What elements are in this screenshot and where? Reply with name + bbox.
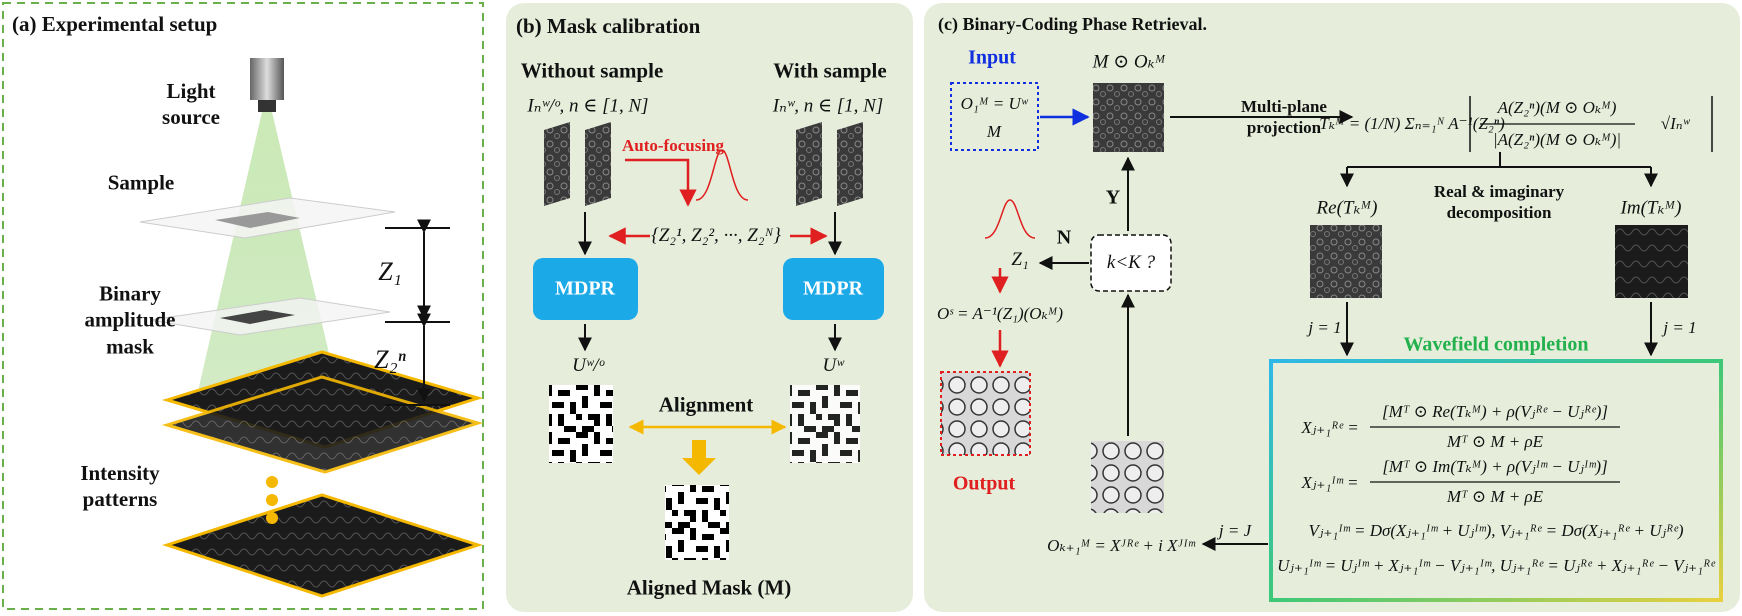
formula: Vⱼ₊₁ᴵᵐ = Dσ(Xⱼ₊₁ᴵᵐ + Uⱼᴵᵐ), Vⱼ₊₁ᴿᵉ = Dσ(…	[1308, 521, 1684, 540]
formula: Mᵀ ⊙ M + ρE	[1446, 487, 1544, 506]
stack-image	[837, 122, 863, 206]
mask-image	[549, 385, 613, 463]
wavefield-box	[1269, 359, 1723, 602]
focus-curve	[695, 149, 749, 201]
formula: A(Z₂ⁿ)(M ⊙ Oₖᴹ)	[1497, 98, 1617, 117]
label: Iₙʷ, n ∈ [1, N]	[772, 95, 884, 117]
label: Re(Tₖᴹ)	[1316, 197, 1378, 219]
mdpr-box	[783, 258, 884, 320]
label: {Z₂¹, Z₂², ···, Z₂ᴺ}	[651, 225, 781, 246]
panel-border	[2, 2, 484, 610]
label: Aligned Mask (M)	[626, 575, 792, 600]
label: j = 1	[1308, 318, 1342, 337]
formula: Tₖᴹ = (1/N) Σₙ₌₁ᴺ A⁻¹(Z₂ⁿ)	[1319, 114, 1505, 133]
label: Z₂ⁿ	[374, 345, 406, 374]
label: Auto-focusing	[621, 136, 725, 155]
formula: Mᵀ ⊙ M + ρE	[1446, 432, 1544, 451]
label: Real & imaginary decomposition	[1433, 181, 1565, 222]
formula: Oˢ = A⁻¹(Z₁)(Oₖᴹ)	[936, 304, 1064, 323]
label: k<K ?	[1106, 252, 1156, 273]
label: With sample	[773, 58, 887, 83]
label: Iₙʷ/ᵒ, n ∈ [1, N]	[527, 95, 649, 117]
label: Multi-plane projection	[1241, 96, 1327, 137]
formula: Uⱼ₊₁ᴵᵐ = Uⱼᴵᵐ + Xⱼ₊₁ᴵᵐ − Vⱼ₊₁ᴵᵐ, Uⱼ₊₁ᴿᵉ …	[1277, 556, 1715, 575]
im-image	[1615, 225, 1688, 298]
label: Uʷ	[822, 355, 844, 376]
label: Binary amplitude mask	[84, 281, 176, 359]
label: Light source	[162, 78, 220, 129]
light-nozzle	[258, 100, 276, 112]
label: Input	[968, 46, 1016, 69]
object-image	[1091, 441, 1164, 513]
masked-image	[1093, 83, 1164, 152]
dot	[266, 494, 278, 506]
stack-image	[796, 122, 822, 206]
sample	[215, 212, 300, 228]
label: Intensity patterns	[80, 460, 160, 511]
mask-image	[665, 485, 729, 560]
dot	[266, 512, 278, 524]
panel-title: (b) Mask calibration	[516, 14, 701, 38]
mdpr-box	[533, 258, 638, 320]
label: Y	[1105, 186, 1121, 209]
formula: Xⱼ₊₁ᴵᵐ =	[1301, 473, 1359, 492]
mask-image	[790, 385, 860, 463]
label: Sample	[107, 170, 175, 195]
formula: |A(Z₂ⁿ)(M ⊙ Oₖᴹ)|	[1492, 130, 1622, 149]
down-arrow	[682, 440, 716, 475]
focus-curve	[984, 199, 1036, 239]
panel-title: (c) Binary-Coding Phase Retrieval.	[938, 14, 1207, 34]
label: j = J	[1218, 521, 1252, 540]
mask	[220, 310, 295, 324]
label: M ⊙ Oₖᴹ	[1092, 51, 1166, 73]
label: Alignment	[658, 392, 754, 417]
label: M	[986, 122, 1002, 141]
pattern-plane	[161, 375, 484, 474]
label: Without sample	[520, 58, 664, 83]
label: Z₁	[1011, 249, 1029, 270]
label: Wavefield completion	[1403, 333, 1589, 356]
stack-image	[585, 122, 611, 206]
label: O₁ᴹ = Uʷ	[960, 94, 1028, 113]
light-source	[250, 58, 284, 100]
formula: Oₖ₊₁ᴹ = Xᴶᴿᵉ + i Xᴶᴵᵐ	[1047, 536, 1195, 555]
input-box	[950, 82, 1039, 151]
formula: Xⱼ₊₁ᴿᵉ =	[1301, 418, 1359, 437]
label: MDPR	[555, 277, 615, 300]
check-box	[1090, 234, 1172, 292]
formula: [Mᵀ ⊙ Re(Tₖᴹ) + ρ(Vⱼᴿᵉ − Uⱼᴿᵉ)]	[1381, 402, 1609, 421]
label: j = 1	[1663, 318, 1697, 337]
label: MDPR	[803, 277, 863, 300]
autofocus-arrow	[625, 158, 697, 207]
pattern-plane	[162, 493, 483, 598]
label: N	[1056, 226, 1072, 249]
dot	[266, 476, 278, 488]
formula: [Mᵀ ⊙ Im(Tₖᴹ) + ρ(Vⱼᴵᵐ − Uⱼᴵᵐ)]	[1382, 457, 1608, 476]
output-image	[940, 371, 1031, 456]
label: Output	[952, 472, 1016, 495]
label: Im(Tₖᴹ)	[1620, 197, 1682, 219]
label: Uʷ/ᵒ	[572, 355, 604, 376]
re-image	[1310, 225, 1382, 298]
formula: √Iₙʷ	[1660, 114, 1690, 133]
label: Z₁	[378, 257, 402, 286]
panel-title: (a) Experimental setup	[12, 12, 218, 36]
stack-image	[544, 122, 570, 206]
